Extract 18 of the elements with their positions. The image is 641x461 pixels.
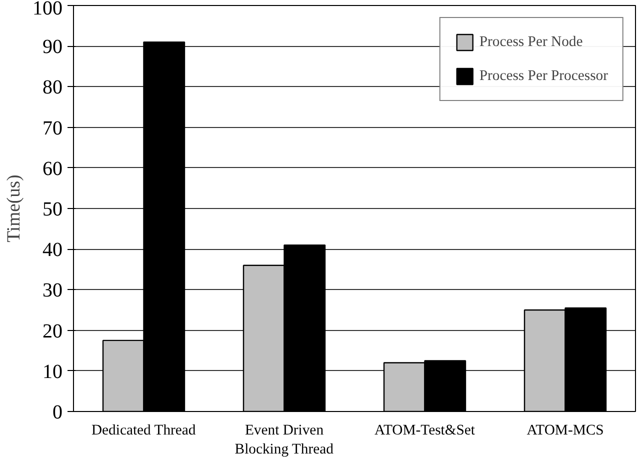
y-axis-title: Time(us) [4, 174, 24, 242]
legend-label: Process Per Processor [479, 68, 608, 84]
x-tick-label: Dedicated Thread [91, 422, 196, 438]
y-tick-label: 0 [52, 402, 62, 424]
y-tick-label: 10 [42, 360, 62, 383]
y-tick-label: 80 [42, 76, 62, 99]
y-tick-label: 70 [42, 117, 62, 140]
y-tick-label: 60 [42, 158, 62, 180]
x-tick-label: Event Driven Blocking Thread [234, 422, 334, 458]
y-tick-label: 50 [42, 198, 62, 220]
x-tick-label: ATOM-Test&Set [374, 422, 475, 438]
x-tick-label: ATOM-MCS [526, 422, 604, 438]
legend-label: Process Per Node [479, 34, 583, 50]
y-tick-label: 90 [42, 36, 62, 58]
y-tick-label: 100 [32, 0, 62, 20]
y-tick-label: 40 [42, 239, 62, 262]
y-tick-label: 30 [42, 280, 62, 302]
y-tick-label: 20 [42, 320, 62, 342]
